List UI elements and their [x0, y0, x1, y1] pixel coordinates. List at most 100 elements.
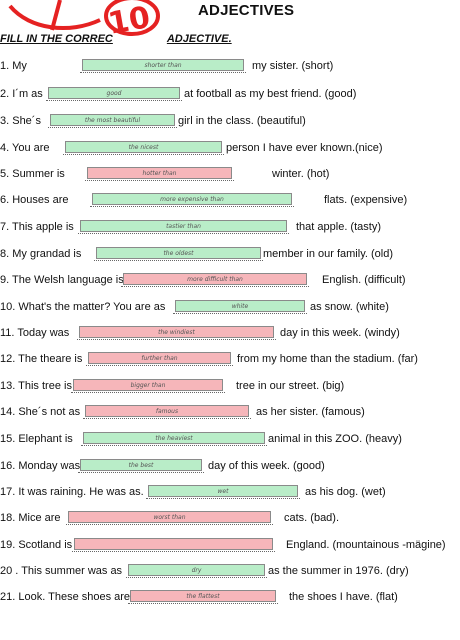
answer-field[interactable]: the windiest	[79, 326, 274, 338]
exercise-prompt: 4. You are	[0, 142, 50, 154]
exercise-prompt: 12. The theare is	[0, 353, 83, 365]
answer-field[interactable]: the heaviest	[83, 432, 265, 444]
exercise-row: 5. Summer is hotter than winter. (hot)	[0, 164, 460, 184]
exercise-row: 10. What's the matter? You are as white as…	[0, 297, 460, 317]
exercise-prompt: 1. My	[0, 60, 27, 72]
exercise-prompt: 19. Scotland is	[0, 539, 73, 551]
exercise-prompt: 6. Houses are	[0, 194, 69, 206]
exercise-hint: the shoes I have. (flat)	[289, 591, 398, 603]
answer-field[interactable]: worst than	[68, 511, 271, 523]
answer-underline	[78, 471, 204, 473]
answer-underline	[121, 285, 309, 287]
answer-field[interactable]: dry	[128, 564, 265, 576]
exercise-prompt: 3. She´s	[0, 115, 41, 127]
exercise-hint: cats. (bad).	[284, 512, 340, 524]
exercise-row: 19. Scotland is England. (mountainous -mä…	[0, 535, 460, 555]
exercise-row: 2. I´m as good at football as my best frie…	[0, 84, 460, 104]
exercise-prompt: 11. Today was	[0, 327, 70, 339]
exercise-hint: girl in the class. (beautiful)	[178, 115, 306, 127]
exercise-prompt: 10. What's the matter? You are as	[0, 301, 166, 313]
exercise-row: 11. Today was the windiest day in this wee…	[0, 323, 460, 343]
exercise-hint: member in our family. (old)	[263, 248, 393, 260]
answer-field[interactable]: the nicest	[65, 141, 222, 153]
answer-underline	[146, 497, 300, 499]
answer-field[interactable]: more difficult than	[123, 273, 307, 285]
exercise-prompt: 9. The Welsh language is	[0, 274, 124, 286]
exercise-hint: as his dog. (wet)	[305, 486, 386, 498]
exercise-row: 20 . This summer was as dry as the summer …	[0, 561, 460, 581]
instruction-right: ADJECTIVE.	[166, 33, 232, 45]
exercise-hint: person I have ever known.(nice)	[226, 142, 383, 154]
answer-field[interactable]: bigger than	[73, 379, 223, 391]
answer-field[interactable]: hotter than	[87, 167, 232, 179]
exercise-hint: day of this week. (good)	[208, 460, 325, 472]
answer-underline	[83, 417, 251, 419]
answer-field[interactable]: more expensive than	[92, 193, 292, 205]
answer-field[interactable]: further than	[88, 352, 231, 364]
exercise-prompt: 2. I´m as	[0, 88, 43, 100]
exercise-prompt: 14. She´s not as	[0, 406, 81, 418]
exercise-row: 9. The Welsh language is more difficult t…	[0, 270, 460, 290]
exercise-hint: that apple. (tasty)	[296, 221, 381, 233]
answer-underline	[77, 338, 276, 340]
answer-underline	[78, 232, 289, 234]
exercise-hint: winter. (hot)	[272, 168, 330, 180]
exercise-hint: as snow. (white)	[310, 301, 389, 313]
exercise-prompt: 21. Look. These shoes are	[0, 591, 131, 603]
answer-field[interactable]: famous	[85, 405, 249, 417]
exercise-row: 17. It was raining. He was as. wet as his …	[0, 482, 460, 502]
grade-mark: 10	[8, 0, 160, 42]
answer-underline	[126, 576, 267, 578]
answer-field[interactable]: good	[48, 87, 180, 99]
exercise-prompt: 7. This apple is	[0, 221, 74, 233]
exercise-prompt: 20 . This summer was as	[0, 565, 123, 577]
exercise-prompt: 13. This tree is	[0, 380, 72, 392]
grade-number: 10	[106, 0, 153, 42]
exercise-row: 12. The theare is further than from my hom…	[0, 349, 460, 369]
exercise-hint: as the summer in 1976. (dry)	[268, 565, 409, 577]
answer-field[interactable]: the best	[80, 459, 202, 471]
exercise-hint: from my home than the stadium. (far)	[237, 353, 418, 365]
answer-underline	[173, 312, 307, 314]
exercise-row: 3. She´s the most beautiful girl in the cl…	[0, 111, 460, 131]
answer-field[interactable]: the flattest	[130, 590, 276, 602]
exercise-prompt: 16. Monday was	[0, 460, 81, 472]
exercise-prompt: 15. Elephant is	[0, 433, 73, 445]
answer-underline	[46, 99, 182, 101]
exercise-row: 18. Mice are worst than cats. (bad).	[0, 508, 460, 528]
answer-underline	[86, 364, 233, 366]
exercise-row: 14. She´s not as famous as her sister. (fa…	[0, 402, 460, 422]
exercise-hint: animal in this ZOO. (heavy)	[268, 433, 402, 445]
answer-field[interactable]: tastier than	[80, 220, 287, 232]
answer-field[interactable]: the most beautiful	[50, 114, 175, 126]
exercise-hint: English. (difficult)	[322, 274, 406, 286]
exercise-row: 4. You are the nicest person I have ever k…	[0, 138, 460, 158]
exercise-row: 7. This apple is tastier than that apple. …	[0, 217, 460, 237]
answer-underline	[48, 126, 177, 128]
answer-field[interactable]: white	[175, 300, 305, 312]
answer-field[interactable]	[74, 538, 273, 550]
exercise-prompt: 17. It was raining. He was as.	[0, 486, 144, 498]
exercise-row: 16. Monday was the best day of this week. …	[0, 456, 460, 476]
exercise-row: 15. Elephant is the heaviest animal in thi…	[0, 429, 460, 449]
page-title: ADJECTIVES	[198, 2, 295, 19]
exercise-hint: flats. (expensive)	[324, 194, 408, 206]
answer-underline	[66, 523, 273, 525]
exercise-row: 6. Houses are more expensive than flats. (…	[0, 190, 460, 210]
answer-underline	[71, 391, 225, 393]
exercise-hint: my sister. (short)	[252, 60, 334, 72]
answer-underline	[72, 550, 275, 552]
answer-underline	[81, 444, 267, 446]
exercise-prompt: 8. My grandad is	[0, 248, 82, 260]
exercise-hint: tree in our street. (big)	[236, 380, 345, 392]
answer-underline	[63, 153, 224, 155]
answer-underline	[94, 259, 263, 261]
answer-field[interactable]: the oldest	[96, 247, 261, 259]
exercise-hint: day in this week. (windy)	[280, 327, 400, 339]
instruction: FILL IN THE CORREC ADJECTIVE.	[0, 33, 232, 45]
answer-field[interactable]: shorter than	[82, 59, 244, 71]
exercise-row: 21. Look. These shoes are the flattest the…	[0, 587, 460, 607]
answer-field[interactable]: wet	[148, 485, 298, 497]
exercise-row: 8. My grandad is the oldest member in our …	[0, 244, 460, 264]
exercise-prompt: 18. Mice are	[0, 512, 61, 524]
